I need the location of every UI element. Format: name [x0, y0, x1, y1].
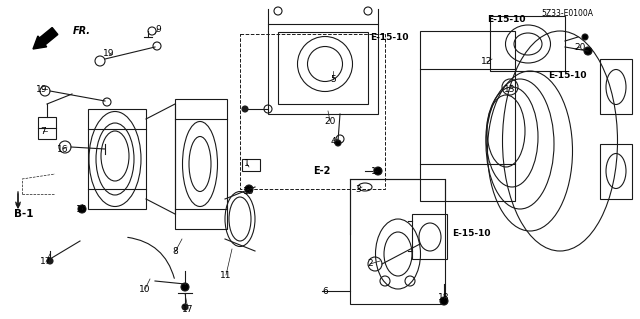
Text: 9: 9	[155, 25, 161, 33]
Bar	[490, 16, 565, 71]
Bar	[268, 24, 378, 114]
Text: E-15-10: E-15-10	[370, 33, 408, 41]
Text: 2: 2	[367, 259, 373, 269]
Text: 14: 14	[371, 167, 383, 175]
Circle shape	[335, 140, 341, 146]
Circle shape	[47, 258, 53, 264]
Text: E-15-10: E-15-10	[548, 71, 586, 80]
Text: 20: 20	[574, 42, 586, 51]
Circle shape	[584, 47, 592, 55]
Bar	[350, 179, 445, 304]
Text: 10: 10	[140, 285, 151, 293]
Circle shape	[582, 34, 588, 40]
Bar	[600, 144, 632, 199]
Bar	[38, 117, 56, 139]
Text: 19: 19	[36, 85, 48, 93]
Circle shape	[78, 205, 86, 213]
Circle shape	[181, 283, 189, 291]
Text: 8: 8	[172, 248, 178, 256]
Text: FR.: FR.	[73, 26, 91, 36]
Text: 1: 1	[244, 160, 250, 168]
Text: 19: 19	[103, 49, 115, 58]
Text: B-1: B-1	[14, 209, 33, 219]
Bar	[600, 59, 632, 114]
Bar	[420, 31, 515, 201]
Bar	[412, 214, 447, 259]
Text: E-2: E-2	[313, 166, 330, 176]
Text: 13: 13	[504, 85, 516, 93]
Text: 15: 15	[76, 204, 88, 213]
Text: 7: 7	[40, 127, 46, 136]
Text: 5: 5	[330, 75, 336, 84]
Text: 20: 20	[324, 116, 336, 125]
Text: 3: 3	[355, 184, 361, 194]
Text: 18: 18	[438, 293, 450, 301]
Text: E-15-10: E-15-10	[487, 14, 525, 24]
Bar	[175, 99, 227, 229]
Circle shape	[245, 185, 253, 193]
Text: 11: 11	[220, 271, 232, 279]
Bar	[240, 34, 385, 189]
Bar	[88, 109, 146, 209]
Text: 17: 17	[182, 305, 194, 314]
Text: 12: 12	[481, 57, 493, 66]
Circle shape	[440, 297, 448, 305]
Text: 15: 15	[243, 188, 255, 197]
Bar	[278, 32, 368, 104]
Text: E-15-10: E-15-10	[452, 229, 490, 239]
Circle shape	[182, 304, 188, 310]
Text: 4: 4	[330, 137, 336, 145]
Text: 5Z33-E0100A: 5Z33-E0100A	[541, 9, 593, 18]
Circle shape	[242, 106, 248, 112]
Circle shape	[374, 167, 382, 175]
Text: 16: 16	[57, 145, 68, 153]
Text: 6: 6	[322, 286, 328, 295]
Bar	[242, 159, 260, 171]
FancyArrow shape	[33, 27, 58, 49]
Text: 17: 17	[40, 257, 52, 266]
